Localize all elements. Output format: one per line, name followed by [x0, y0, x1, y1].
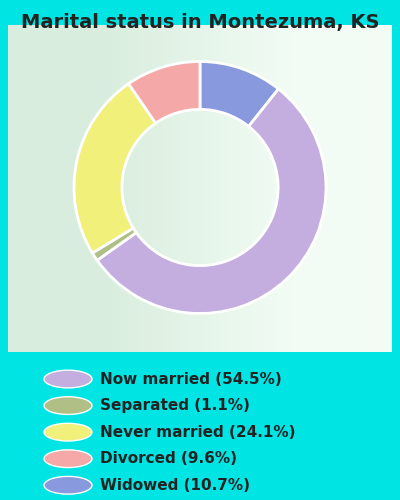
Text: Divorced (9.6%): Divorced (9.6%) — [100, 451, 237, 466]
Circle shape — [44, 450, 92, 468]
Wedge shape — [97, 89, 326, 314]
Wedge shape — [128, 62, 200, 123]
Circle shape — [44, 424, 92, 441]
Circle shape — [44, 370, 92, 388]
Text: Marital status in Montezuma, KS: Marital status in Montezuma, KS — [21, 13, 379, 32]
Circle shape — [44, 397, 92, 414]
Text: Separated (1.1%): Separated (1.1%) — [100, 398, 250, 413]
Wedge shape — [74, 84, 156, 253]
Text: Widowed (10.7%): Widowed (10.7%) — [100, 478, 250, 493]
Text: Never married (24.1%): Never married (24.1%) — [100, 424, 296, 440]
Circle shape — [44, 476, 92, 494]
Text: Now married (54.5%): Now married (54.5%) — [100, 372, 282, 386]
Wedge shape — [92, 228, 136, 260]
Text: City-Data.com: City-Data.com — [306, 35, 380, 45]
Wedge shape — [200, 62, 278, 126]
